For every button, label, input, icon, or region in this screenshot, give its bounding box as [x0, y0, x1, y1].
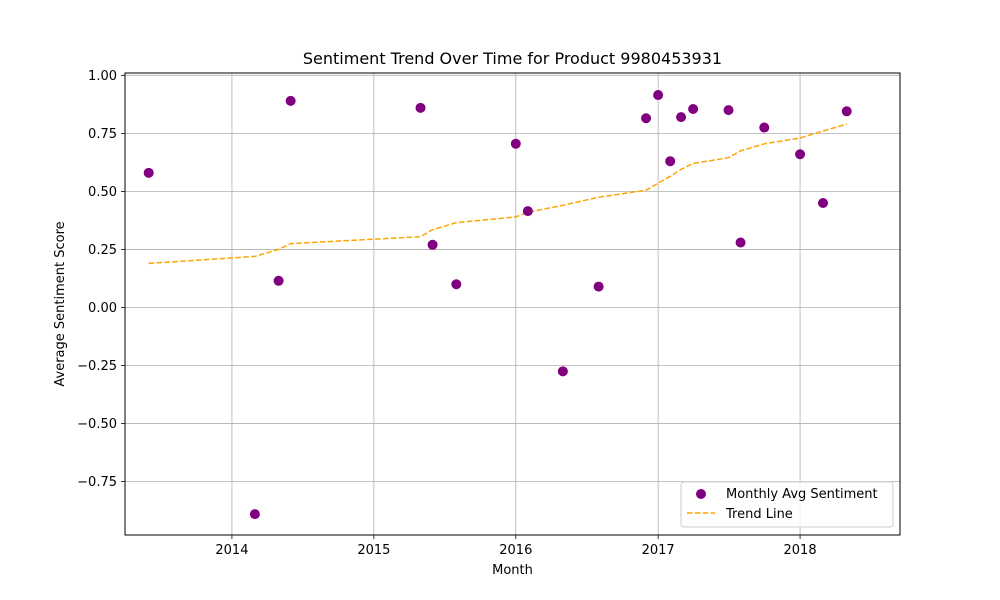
data-point	[723, 105, 734, 116]
y-axis-ticks: 1.00 0.75 0.50 0.25 0.00 −0.25 −0.50 −0.75	[77, 69, 125, 490]
data-point	[522, 206, 533, 217]
data-point	[427, 239, 438, 250]
data-point	[285, 95, 296, 106]
data-point	[735, 237, 746, 248]
legend-box	[680, 481, 894, 528]
trend-layer	[148, 123, 847, 265]
data-point	[415, 102, 426, 113]
x-axis-ticks: 2014 2015 2016 2017 2018	[215, 535, 817, 558]
data-point	[641, 113, 652, 124]
data-point	[653, 90, 664, 101]
legend-label-scatter: Monthly Avg Sentiment	[726, 487, 878, 502]
x-tick-label: 2014	[215, 543, 248, 558]
data-point	[841, 106, 852, 117]
y-tick-label: 0.25	[88, 243, 117, 258]
data-point	[143, 167, 154, 178]
data-point	[451, 279, 462, 290]
trend-line	[148, 123, 847, 265]
x-tick-label: 2018	[784, 543, 817, 558]
data-point	[759, 122, 770, 133]
data-point	[665, 156, 676, 167]
y-tick-label: 0.75	[88, 127, 117, 142]
x-tick-label: 2015	[357, 543, 390, 558]
y-tick-label: −0.75	[77, 475, 117, 490]
y-tick-label: 1.00	[88, 69, 117, 84]
chart-title: Sentiment Trend Over Time for Product 99…	[303, 49, 722, 68]
data-point	[795, 149, 806, 160]
x-tick-label: 2016	[499, 543, 532, 558]
y-tick-label: −0.25	[77, 359, 117, 374]
y-tick-label: −0.50	[77, 417, 117, 432]
x-axis-label: Month	[492, 563, 533, 578]
data-point	[676, 112, 687, 123]
y-tick-label: 0.00	[88, 301, 117, 316]
data-point	[249, 509, 260, 520]
legend: Monthly Avg Sentiment Trend Line	[680, 481, 894, 528]
y-tick-label: 0.50	[88, 185, 117, 200]
plot-frame	[124, 72, 901, 536]
data-point	[510, 138, 521, 149]
data-point	[273, 275, 284, 286]
data-point	[688, 103, 699, 114]
data-point	[818, 198, 829, 209]
legend-scatter-marker	[696, 489, 706, 499]
points-layer	[143, 90, 852, 520]
data-point	[593, 281, 604, 292]
grid-layer	[125, 73, 900, 535]
legend-label-trend: Trend Line	[725, 507, 793, 522]
x-tick-label: 2017	[642, 543, 675, 558]
data-point	[557, 366, 568, 377]
y-axis-label: Average Sentiment Score	[53, 221, 68, 386]
